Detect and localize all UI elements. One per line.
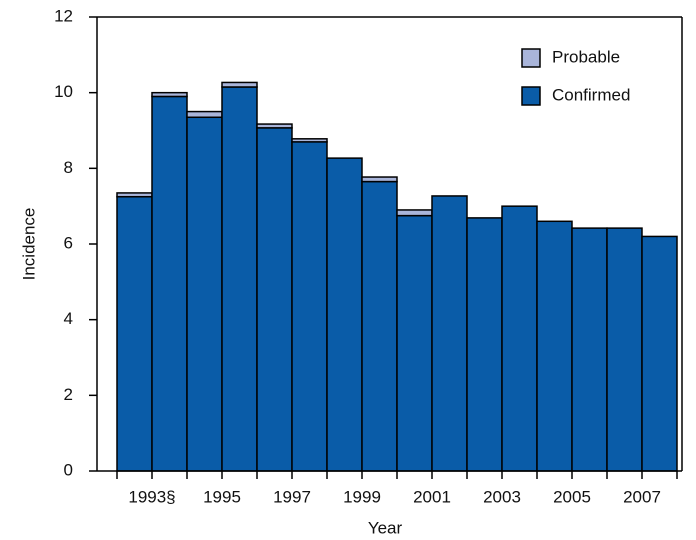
bar-segment bbox=[641, 235, 678, 472]
y-tick-label: 0 bbox=[64, 460, 73, 479]
bar-segment bbox=[606, 227, 643, 472]
bar-segment bbox=[326, 157, 363, 472]
bar-segment bbox=[151, 91, 188, 98]
bar-segment bbox=[151, 95, 188, 472]
y-tick-label: 8 bbox=[64, 158, 73, 177]
bar-segment bbox=[361, 180, 398, 472]
legend-swatch bbox=[521, 86, 541, 106]
bar-segment bbox=[116, 192, 153, 198]
bar-segment bbox=[291, 141, 328, 472]
bar-segment bbox=[221, 81, 258, 88]
bar-segment bbox=[116, 195, 153, 472]
bar-segment bbox=[431, 195, 468, 472]
bar-segment bbox=[466, 217, 503, 472]
y-tick-label: 10 bbox=[54, 82, 73, 101]
y-axis-label: Incidence bbox=[19, 208, 38, 281]
bar-segment bbox=[256, 123, 293, 129]
y-tick-label: 2 bbox=[64, 385, 73, 404]
bar-segment bbox=[571, 227, 608, 472]
bar-segment bbox=[291, 138, 328, 143]
x-tick-label: 2003 bbox=[483, 487, 521, 506]
bar-segment bbox=[536, 220, 573, 472]
x-tick-label: 2005 bbox=[553, 487, 591, 506]
bar-segment bbox=[396, 214, 433, 472]
x-tick-label: 1997 bbox=[273, 487, 311, 506]
bar-segment bbox=[256, 127, 293, 472]
y-tick-label: 12 bbox=[54, 6, 73, 25]
bar-segment bbox=[501, 205, 538, 472]
y-tick-label: 6 bbox=[64, 233, 73, 252]
y-tick-label: 4 bbox=[64, 309, 73, 328]
x-tick-label: 1993§ bbox=[128, 487, 175, 506]
x-tick-label: 2001 bbox=[413, 487, 451, 506]
bar-segment bbox=[221, 86, 258, 472]
x-tick-label: 1999 bbox=[343, 487, 381, 506]
bar-segment bbox=[186, 110, 223, 119]
x-tick-label: 2007 bbox=[623, 487, 661, 506]
legend-label: Probable bbox=[552, 47, 620, 66]
bar-segment bbox=[396, 209, 433, 217]
legend-label: Confirmed bbox=[552, 85, 630, 104]
x-tick-label: 1995 bbox=[203, 487, 241, 506]
bar-segment bbox=[186, 116, 223, 472]
x-axis-label: Year bbox=[368, 518, 403, 537]
legend-swatch bbox=[521, 48, 541, 68]
bar-segment bbox=[361, 176, 398, 183]
